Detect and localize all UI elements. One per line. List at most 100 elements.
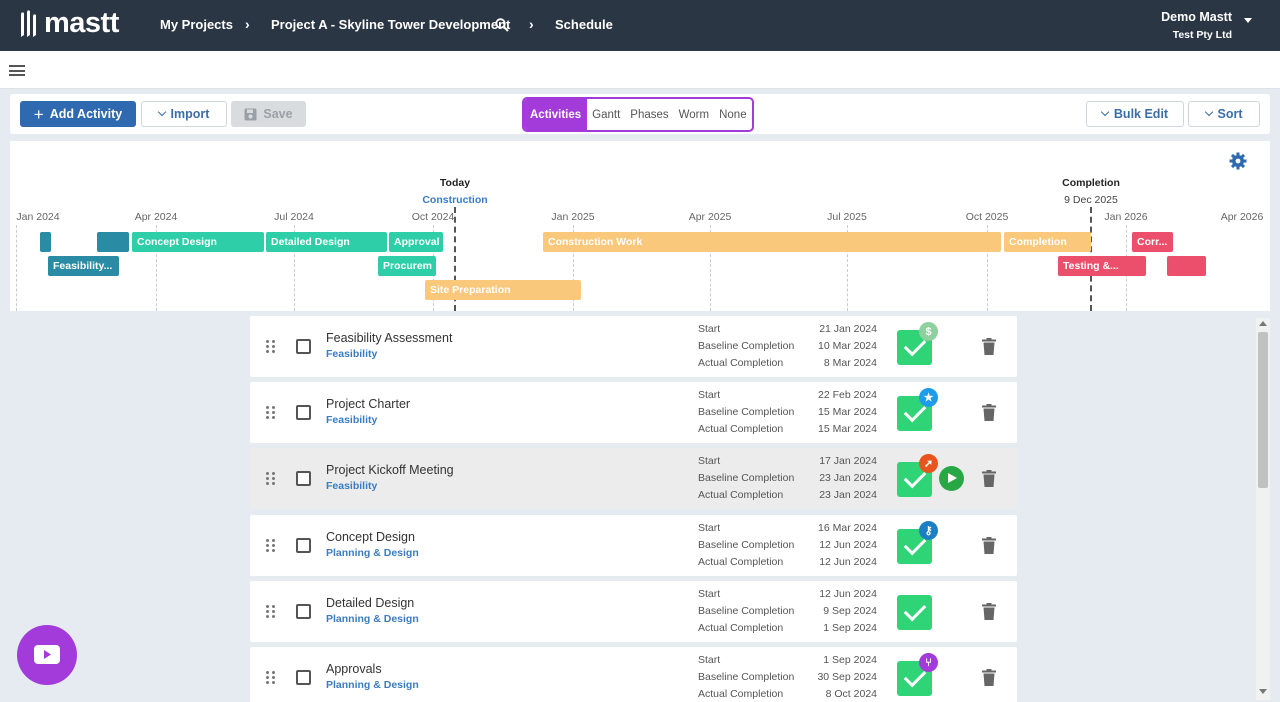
month-gridline <box>710 225 711 311</box>
sort-button[interactable]: Sort <box>1188 101 1260 127</box>
month-gridline <box>16 225 17 311</box>
play-icon[interactable] <box>939 466 964 491</box>
delete-trash-icon[interactable] <box>982 537 996 554</box>
view-tab-activities[interactable]: Activities <box>524 99 588 130</box>
activity-phase[interactable]: Feasibility <box>326 480 378 492</box>
baseline-completion-label: Baseline Completion <box>698 605 795 617</box>
activity-select-checkbox[interactable] <box>296 670 311 685</box>
activity-select-checkbox[interactable] <box>296 604 311 619</box>
month-label: Jan 2025 <box>551 211 595 223</box>
month-label: Oct 2025 <box>965 211 1009 223</box>
play-video-icon <box>34 645 60 664</box>
import-button[interactable]: Import <box>141 101 227 127</box>
drag-handle-icon[interactable] <box>266 472 276 486</box>
start-date: 22 Feb 2024 <box>818 389 877 401</box>
scrollbar-thumb[interactable] <box>1258 332 1268 488</box>
timeline-bar-approval[interactable]: Approval <box>389 232 443 252</box>
month-label: Apr 2024 <box>134 211 178 223</box>
activity-row[interactable]: Concept Design Planning & Design Start Base… <box>250 515 1017 576</box>
breadcrumb-schedule[interactable]: Schedule <box>555 17 613 32</box>
view-tab-worm[interactable]: Worm <box>678 108 710 121</box>
activity-name[interactable]: Approvals <box>326 662 382 676</box>
delete-trash-icon[interactable] <box>982 338 996 355</box>
month-label: Jan 2024 <box>16 211 60 223</box>
drag-handle-icon[interactable] <box>266 406 276 420</box>
floppy-disk-icon <box>244 108 257 120</box>
drag-handle-icon[interactable] <box>266 605 276 619</box>
timeline-bar-procurement[interactable]: Procurem <box>378 256 436 276</box>
drag-handle-icon[interactable] <box>266 671 276 685</box>
activity-phase[interactable]: Planning & Design <box>326 679 419 691</box>
hamburger-menu-icon[interactable] <box>9 65 25 76</box>
start-date: 1 Sep 2024 <box>823 654 877 666</box>
activity-row[interactable]: Project Kickoff Meeting Feasibility Start B… <box>250 448 1017 509</box>
user-organisation: Test Pty Ltd <box>1172 29 1232 41</box>
dollar-icon: $ <box>919 322 938 341</box>
add-activity-button[interactable]: + Add Activity <box>20 101 136 127</box>
activity-list-scrollbar[interactable] <box>1256 318 1270 700</box>
drag-handle-icon[interactable] <box>266 539 276 553</box>
activity-row[interactable]: Project Charter Feasibility Start Baseline … <box>250 382 1017 443</box>
timeline-settings-gear-icon[interactable] <box>1229 152 1247 170</box>
activity-select-checkbox[interactable] <box>296 538 311 553</box>
timeline-bar-completion[interactable]: Completion <box>1004 232 1091 252</box>
breadcrumb-my-projects[interactable]: My Projects <box>160 17 233 32</box>
start-label: Start <box>698 588 721 600</box>
timeline-bar[interactable] <box>1167 256 1206 276</box>
today-marker-line <box>454 207 456 311</box>
user-name[interactable]: Demo Mastt <box>1161 10 1232 24</box>
start-label: Start <box>698 522 721 534</box>
mastt-logo[interactable]: mastt <box>18 7 119 40</box>
activity-select-checkbox[interactable] <box>296 339 311 354</box>
bulk-edit-button[interactable]: Bulk Edit <box>1086 101 1184 127</box>
baseline-completion-date: 23 Jan 2024 <box>819 472 877 484</box>
add-activity-label: Add Activity <box>49 107 123 121</box>
start-date: 12 Jun 2024 <box>819 588 877 600</box>
project-search-icon[interactable] <box>495 18 509 32</box>
start-date: 17 Jan 2024 <box>819 455 877 467</box>
drag-handle-icon[interactable] <box>266 340 276 354</box>
timeline-bar[interactable] <box>40 232 51 252</box>
delete-trash-icon[interactable] <box>982 404 996 421</box>
rocket-icon: ➚ <box>919 454 938 473</box>
timeline-bar[interactable] <box>97 232 129 252</box>
activity-name[interactable]: Detailed Design <box>326 596 415 610</box>
user-menu-caret-icon[interactable] <box>1244 18 1252 23</box>
activity-name[interactable]: Concept Design <box>326 530 415 544</box>
activity-phase[interactable]: Feasibility <box>326 348 378 360</box>
scroll-down-arrow-icon[interactable] <box>1259 689 1267 694</box>
view-tab-gantt[interactable]: Gantt <box>592 108 621 121</box>
activity-name[interactable]: Feasibility Assessment <box>326 331 453 345</box>
delete-trash-icon[interactable] <box>982 470 996 487</box>
timeline-bar-feasibility[interactable]: Feasibility... <box>48 256 119 276</box>
scroll-up-arrow-icon[interactable] <box>1259 321 1267 326</box>
timeline-bar-corr[interactable]: Corr... <box>1132 232 1173 252</box>
view-tab-phases[interactable]: Phases <box>630 108 669 121</box>
month-gridline <box>294 225 295 311</box>
completed-check-icon[interactable] <box>897 595 932 630</box>
activity-row[interactable]: Approvals Planning & Design Start Baseline … <box>250 647 1017 702</box>
activity-phase[interactable]: Feasibility <box>326 414 378 426</box>
timeline-bar-concept-design[interactable]: Concept Design <box>132 232 264 252</box>
delete-trash-icon[interactable] <box>982 669 996 686</box>
baseline-completion-label: Baseline Completion <box>698 539 795 551</box>
start-date: 21 Jan 2024 <box>819 323 877 335</box>
timeline-bar-site-preparation[interactable]: Site Preparation <box>425 280 581 300</box>
timeline-bar-construction-work[interactable]: Construction Work <box>543 232 1001 252</box>
timeline-bar-testing[interactable]: Testing &... <box>1058 256 1146 276</box>
activity-phase[interactable]: Planning & Design <box>326 547 419 559</box>
timeline-bar-detailed-design[interactable]: Detailed Design <box>266 232 387 252</box>
activity-row[interactable]: Detailed Design Planning & Design Start Bas… <box>250 581 1017 642</box>
activity-name[interactable]: Project Kickoff Meeting <box>326 463 454 477</box>
activity-select-checkbox[interactable] <box>296 405 311 420</box>
save-button[interactable]: Save <box>231 101 306 127</box>
activity-phase[interactable]: Planning & Design <box>326 613 419 625</box>
breadcrumb-separator-icon: › <box>529 16 534 32</box>
delete-trash-icon[interactable] <box>982 603 996 620</box>
activity-select-checkbox[interactable] <box>296 471 311 486</box>
activity-name[interactable]: Project Charter <box>326 397 411 411</box>
breadcrumb-project[interactable]: Project A - Skyline Tower Development <box>271 17 511 32</box>
video-help-button[interactable] <box>17 625 77 685</box>
activity-row[interactable]: Feasibility Assessment Feasibility Start Ba… <box>250 316 1017 377</box>
view-tab-none[interactable]: None <box>719 108 747 121</box>
